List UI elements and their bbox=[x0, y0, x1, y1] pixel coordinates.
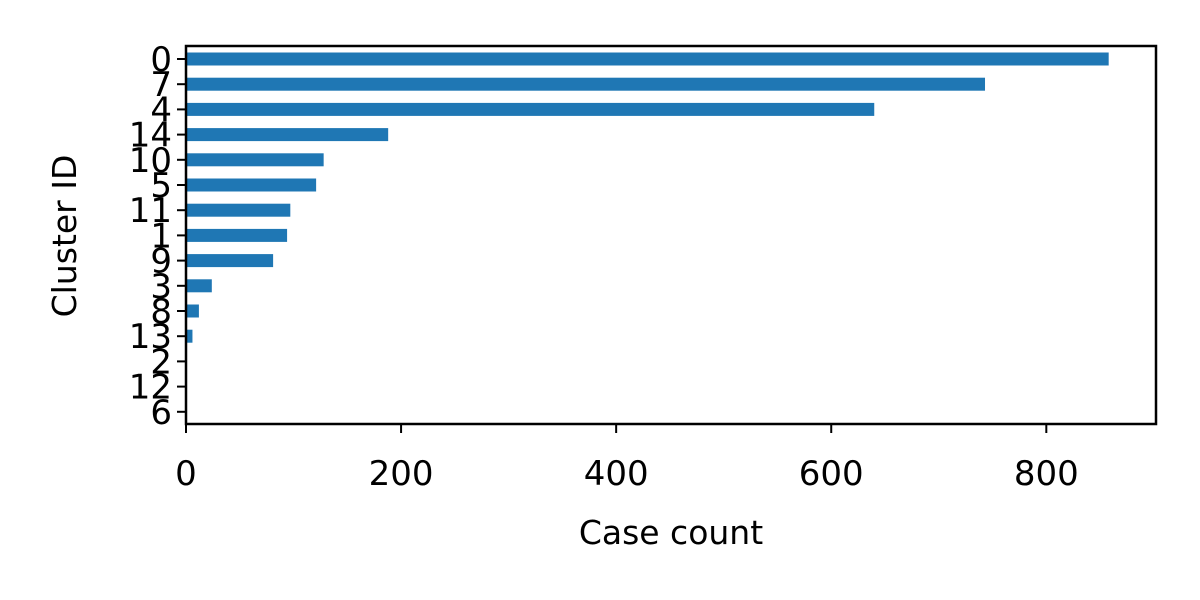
y-tick-label: 12 bbox=[129, 368, 172, 408]
plot-frame bbox=[184, 44, 1158, 426]
y-tick-label: 14 bbox=[129, 116, 172, 156]
bar-cluster-9 bbox=[186, 254, 274, 268]
y-axis-title: Cluster ID bbox=[45, 155, 84, 318]
y-tick-label: 2 bbox=[150, 342, 172, 382]
bar-cluster-3 bbox=[186, 279, 212, 293]
y-tick-label: 13 bbox=[129, 317, 172, 357]
x-tick-label: 600 bbox=[799, 454, 864, 494]
y-tick-label: 4 bbox=[150, 90, 172, 130]
bars-layer bbox=[186, 52, 1109, 343]
y-tick-label: 5 bbox=[150, 166, 172, 206]
x-tick-label: 0 bbox=[175, 454, 197, 494]
y-tick-label: 1 bbox=[150, 216, 172, 256]
bar-cluster-8 bbox=[186, 304, 199, 318]
bar-cluster-0 bbox=[186, 52, 1109, 66]
bar-cluster-14 bbox=[186, 128, 389, 142]
bar-cluster-1 bbox=[186, 228, 288, 242]
y-tick-label: 10 bbox=[129, 141, 172, 181]
bar-cluster-13 bbox=[186, 329, 193, 343]
x-tick-label: 400 bbox=[584, 454, 649, 494]
bar-cluster-10 bbox=[186, 153, 324, 167]
y-tick-label: 8 bbox=[150, 292, 172, 332]
x-axis-title: Case count bbox=[579, 513, 763, 552]
y-tick-label: 0 bbox=[150, 40, 172, 80]
y-tick-label: 7 bbox=[150, 65, 172, 105]
x-tick-label: 200 bbox=[369, 454, 434, 494]
y-tick-label: 9 bbox=[150, 242, 172, 282]
bar-cluster-5 bbox=[186, 178, 317, 192]
bar-cluster-11 bbox=[186, 203, 291, 217]
x-axis: 0 200 400 600 800 bbox=[175, 424, 1079, 494]
bar-cluster-7 bbox=[186, 77, 986, 91]
y-tick-label: 6 bbox=[150, 393, 172, 433]
x-tick-label: 800 bbox=[1014, 454, 1079, 494]
y-tick-label: 11 bbox=[129, 191, 172, 231]
y-tick-label: 3 bbox=[150, 267, 172, 307]
bar-cluster-4 bbox=[186, 102, 875, 116]
